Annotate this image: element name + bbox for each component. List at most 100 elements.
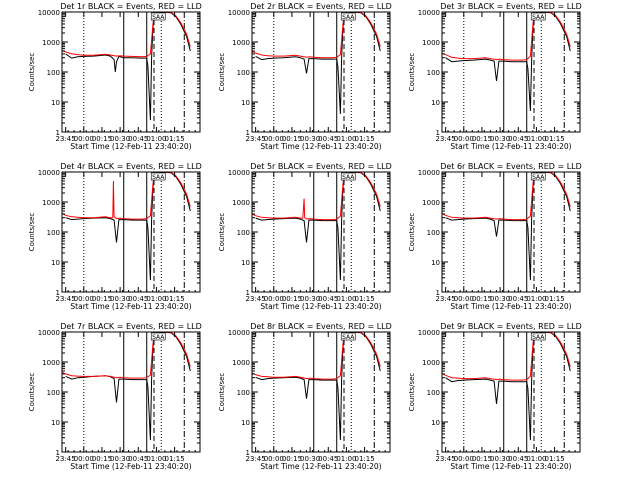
y-axis-label: Counts/sec <box>28 213 36 252</box>
panel-det-3: 1 10 100 1000 10000 23:4500:0000:1500:3000:45… <box>408 2 582 151</box>
x-tick-label: 00:00 <box>454 135 474 143</box>
x-tick-label: 01:00 <box>146 455 166 463</box>
panel-title: Det 9r BLACK = Events, RED = LLD <box>440 322 582 331</box>
series-line-lld <box>252 172 381 221</box>
saa-box <box>340 172 356 181</box>
y-axis-label: Counts/sec <box>218 213 226 252</box>
y-tick-label: 1 <box>56 129 60 137</box>
y-tick-label: 1000 <box>42 359 60 367</box>
x-tick-label: 00:15 <box>472 135 492 143</box>
x-axis-label: Start Time (12-Feb-11 23:40:20) <box>450 302 571 311</box>
y-tick-label: 1000 <box>232 359 250 367</box>
x-tick-label: 23:45 <box>436 295 456 303</box>
y-axis-label: Counts/sec <box>408 213 416 252</box>
x-tick-label: 00:30 <box>110 135 130 143</box>
y-axis-label: Counts/sec <box>218 373 226 412</box>
series-line-lld <box>442 332 571 381</box>
series-line-events <box>65 172 191 281</box>
y-tick-label: 10000 <box>38 169 60 177</box>
x-tick-label: 23:45 <box>436 135 456 143</box>
x-tick-label: 00:45 <box>318 455 338 463</box>
x-tick-label: 00:45 <box>128 295 148 303</box>
y-tick-label: 1000 <box>422 39 440 47</box>
y-tick-label: 100 <box>47 69 60 77</box>
series-line-events <box>255 12 381 114</box>
saa-box <box>530 332 546 341</box>
saa-label: SAA <box>152 334 165 341</box>
x-axis-label: Start Time (12-Feb-11 23:40:20) <box>450 462 571 471</box>
y-tick-label: 1 <box>436 129 440 137</box>
panel-det-4: 1 10 100 1000 10000 23:4500:0000:1500:3000:45… <box>28 162 202 311</box>
panel-det-2: 1 10 100 1000 10000 23:4500:0000:1500:3000:45… <box>218 2 392 151</box>
y-tick-label: 10 <box>241 259 250 267</box>
y-tick-label: 10 <box>51 419 60 427</box>
series-line-events <box>255 332 381 441</box>
x-tick-label: 01:00 <box>526 295 546 303</box>
y-tick-label: 100 <box>47 229 60 237</box>
y-tick-label: 10000 <box>38 329 60 337</box>
panel-title: Det 8r BLACK = Events, RED = LLD <box>250 322 392 331</box>
saa-box <box>150 12 166 21</box>
y-tick-label: 1 <box>436 289 440 297</box>
x-axis-label: Start Time (12-Feb-11 23:40:20) <box>260 142 381 151</box>
series-line-lld <box>62 172 191 220</box>
x-tick-label: 23:45 <box>56 455 76 463</box>
panel-title: Det 1r BLACK = Events, RED = LLD <box>60 2 202 11</box>
x-tick-label: 01:00 <box>526 455 546 463</box>
saa-box <box>340 332 356 341</box>
y-tick-label: 10 <box>431 259 440 267</box>
x-tick-label: 23:45 <box>246 295 266 303</box>
x-tick-label: 01:15 <box>164 135 184 143</box>
x-tick-label: 00:45 <box>318 295 338 303</box>
x-tick-label: 01:15 <box>354 455 374 463</box>
x-axis-label: Start Time (12-Feb-11 23:40:20) <box>260 302 381 311</box>
y-axis-label: Counts/sec <box>408 373 416 412</box>
x-axis-label: Start Time (12-Feb-11 23:40:20) <box>70 302 191 311</box>
plot-frame <box>251 11 391 133</box>
x-tick-label: 00:45 <box>128 135 148 143</box>
x-tick-label: 00:15 <box>282 295 302 303</box>
y-tick-label: 100 <box>237 389 250 397</box>
x-tick-label: 01:15 <box>164 455 184 463</box>
y-tick-label: 1 <box>246 129 250 137</box>
x-tick-label: 00:15 <box>92 455 112 463</box>
x-tick-label: 00:15 <box>282 135 302 143</box>
panel-title: Det 3r BLACK = Events, RED = LLD <box>440 2 582 11</box>
y-tick-label: 1 <box>246 449 250 457</box>
y-tick-label: 10000 <box>228 329 250 337</box>
y-tick-label: 10 <box>51 259 60 267</box>
panel-det-1: 1 10 100 1000 10000 23:4500:0000:1500:3000:45… <box>28 2 202 151</box>
panel-det-9: 1 10 100 1000 10000 23:4500:0000:1500:3000:45… <box>408 322 582 471</box>
panel-det-8: 1 10 100 1000 10000 23:4500:0000:1500:3000:45… <box>218 322 392 471</box>
x-tick-label: 00:15 <box>92 135 112 143</box>
y-tick-label: 10000 <box>418 169 440 177</box>
series-line-lld <box>62 12 191 58</box>
plot-frame <box>441 11 581 133</box>
x-tick-label: 23:45 <box>436 455 456 463</box>
y-tick-label: 10000 <box>228 169 250 177</box>
y-tick-label: 1000 <box>232 39 250 47</box>
y-tick-label: 10 <box>241 99 250 107</box>
panel-det-5: 1 10 100 1000 10000 23:4500:0000:1500:3000:45… <box>218 162 392 311</box>
y-tick-label: 1 <box>56 449 60 457</box>
y-tick-label: 100 <box>237 229 250 237</box>
saa-box <box>530 12 546 21</box>
series-line-events <box>445 172 571 281</box>
x-tick-label: 00:15 <box>472 295 492 303</box>
x-tick-label: 01:00 <box>526 135 546 143</box>
y-axis-label: Counts/sec <box>28 53 36 92</box>
y-tick-label: 10 <box>431 99 440 107</box>
x-tick-label: 00:45 <box>128 455 148 463</box>
x-axis-label: Start Time (12-Feb-11 23:40:20) <box>260 462 381 471</box>
x-tick-label: 00:30 <box>490 295 510 303</box>
y-tick-label: 10000 <box>228 9 250 17</box>
series-line-events <box>445 332 571 441</box>
y-tick-label: 10 <box>431 419 440 427</box>
x-tick-label: 00:15 <box>92 295 112 303</box>
panel-title: Det 7r BLACK = Events, RED = LLD <box>60 322 202 331</box>
x-tick-label: 00:00 <box>264 295 284 303</box>
x-tick-label: 00:00 <box>264 455 284 463</box>
saa-box <box>340 12 356 21</box>
x-tick-label: 00:30 <box>300 135 320 143</box>
saa-box <box>150 172 166 181</box>
